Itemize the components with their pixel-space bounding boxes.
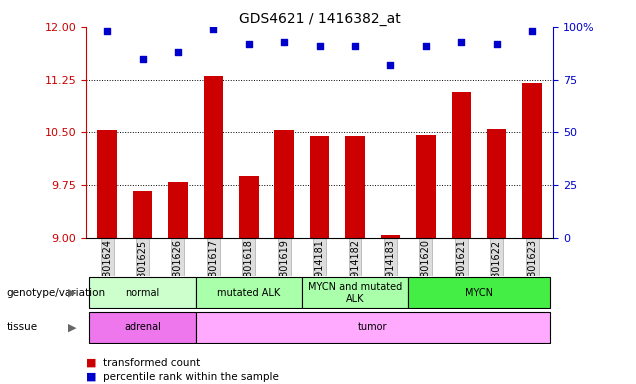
Bar <box>168 182 188 238</box>
Text: MYCN and mutated
ALK: MYCN and mutated ALK <box>308 282 402 304</box>
Bar <box>239 176 258 238</box>
Text: ▶: ▶ <box>67 322 76 333</box>
Bar <box>522 83 542 238</box>
Text: normal: normal <box>125 288 160 298</box>
Point <box>173 49 183 55</box>
Point <box>492 41 502 47</box>
Text: genotype/variation: genotype/variation <box>6 288 106 298</box>
FancyBboxPatch shape <box>196 312 550 343</box>
Point <box>315 43 325 49</box>
Text: ■: ■ <box>86 358 97 368</box>
FancyBboxPatch shape <box>90 312 196 343</box>
Text: ■: ■ <box>86 372 97 382</box>
Point <box>102 28 112 34</box>
Bar <box>381 235 400 238</box>
Bar <box>487 129 506 238</box>
Title: GDS4621 / 1416382_at: GDS4621 / 1416382_at <box>238 12 401 26</box>
Text: percentile rank within the sample: percentile rank within the sample <box>103 372 279 382</box>
Point <box>421 43 431 49</box>
Point <box>244 41 254 47</box>
Bar <box>97 131 117 238</box>
Point <box>385 62 396 68</box>
Bar <box>452 92 471 238</box>
Point <box>279 39 289 45</box>
Bar <box>133 191 152 238</box>
Bar <box>204 76 223 238</box>
Text: mutated ALK: mutated ALK <box>217 288 280 298</box>
Text: ▶: ▶ <box>67 288 76 298</box>
FancyBboxPatch shape <box>90 277 196 308</box>
Point <box>208 26 218 32</box>
Text: tissue: tissue <box>6 322 38 333</box>
Point <box>137 55 148 61</box>
Text: MYCN: MYCN <box>465 288 493 298</box>
Point <box>456 39 466 45</box>
FancyBboxPatch shape <box>408 277 550 308</box>
Bar <box>416 135 436 238</box>
FancyBboxPatch shape <box>196 277 302 308</box>
Text: tumor: tumor <box>358 322 387 333</box>
Bar <box>275 131 294 238</box>
FancyBboxPatch shape <box>302 277 408 308</box>
Text: transformed count: transformed count <box>103 358 200 368</box>
Point <box>527 28 537 34</box>
Point <box>350 43 360 49</box>
Bar <box>310 136 329 238</box>
Text: adrenal: adrenal <box>124 322 161 333</box>
Bar <box>345 136 364 238</box>
